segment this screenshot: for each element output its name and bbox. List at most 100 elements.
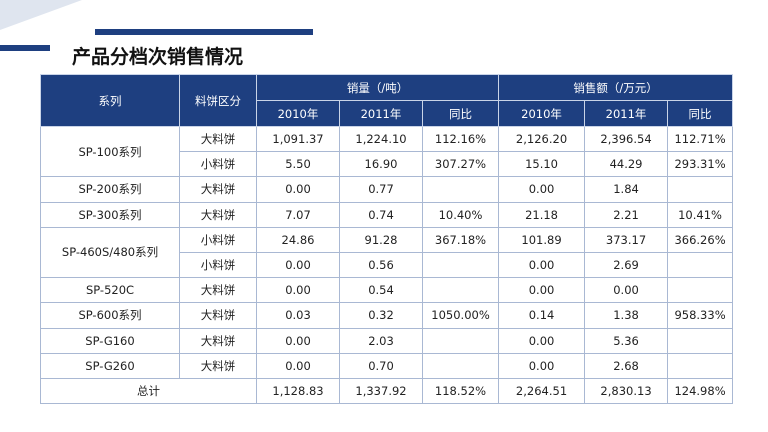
total-row: 总计 1,128.83 1,337.92 118.52% 2,264.51 2,… bbox=[40, 377, 734, 405]
table-row: SP-G160 大料饼 0.00 2.03 0.00 5.36 bbox=[40, 327, 734, 354]
category-cell: 大料饼 bbox=[179, 327, 257, 354]
volume-2010-cell: 0.00 bbox=[256, 251, 340, 279]
volume-yoy-cell bbox=[421, 277, 500, 304]
series-cell: SP-460S/480系列 bbox=[40, 226, 180, 279]
total-volume-yoy: 118.52% bbox=[421, 377, 500, 405]
header-volume-2011: 2011年 bbox=[339, 100, 423, 127]
amount-2011-cell: 2.21 bbox=[584, 201, 669, 228]
amount-2011-cell: 2,396.54 bbox=[584, 125, 669, 153]
header-series: 系列 bbox=[40, 74, 180, 127]
volume-yoy-cell: 367.18% bbox=[421, 226, 500, 253]
volume-2010-cell: 0.00 bbox=[256, 176, 340, 203]
category-cell: 大料饼 bbox=[179, 277, 257, 304]
corner-decoration bbox=[0, 0, 82, 30]
header-volume-group: 销量（/吨） bbox=[255, 74, 500, 101]
series-cell: SP-100系列 bbox=[40, 125, 180, 178]
category-cell: 大料饼 bbox=[179, 302, 257, 329]
amount-2011-cell: 373.17 bbox=[584, 226, 669, 253]
category-cell: 大料饼 bbox=[179, 176, 257, 203]
volume-yoy-cell bbox=[421, 251, 500, 279]
header-amount-group: 销售额（/万元） bbox=[498, 74, 734, 101]
amount-2010-cell: 0.14 bbox=[498, 302, 586, 329]
series-cell: SP-520C bbox=[40, 277, 180, 304]
volume-2010-cell: 7.07 bbox=[256, 201, 340, 228]
amount-2010-cell: 0.00 bbox=[498, 327, 586, 354]
total-amount-2011: 2,830.13 bbox=[584, 377, 669, 405]
amount-2011-cell: 1.38 bbox=[584, 302, 669, 329]
volume-2010-cell: 24.86 bbox=[256, 226, 340, 253]
amount-yoy-cell bbox=[667, 277, 734, 304]
total-amount-2010: 2,264.51 bbox=[498, 377, 586, 405]
volume-2010-cell: 0.00 bbox=[256, 277, 340, 304]
volume-2010-cell: 0.00 bbox=[256, 352, 340, 379]
accent-line-left bbox=[0, 45, 50, 51]
volume-yoy-cell bbox=[421, 327, 500, 354]
table-row: SP-G260 大料饼 0.00 0.70 0.00 2.68 bbox=[40, 352, 734, 379]
volume-2010-cell: 0.03 bbox=[256, 302, 340, 329]
volume-yoy-cell bbox=[421, 176, 500, 203]
volume-2011-cell: 0.32 bbox=[339, 302, 423, 329]
table-row: SP-460S/480系列 小料饼 24.86 91.28 367.18% 10… bbox=[40, 226, 734, 279]
amount-yoy-cell bbox=[667, 176, 734, 203]
volume-yoy-cell: 112.16% bbox=[421, 125, 500, 153]
amount-2011-cell: 5.36 bbox=[584, 327, 669, 354]
amount-yoy-cell: 958.33% bbox=[667, 302, 734, 329]
amount-yoy-cell: 10.41% bbox=[667, 201, 734, 228]
amount-2010-cell: 0.00 bbox=[498, 176, 586, 203]
series-cell: SP-600系列 bbox=[40, 302, 180, 329]
amount-2010-cell: 2,126.20 bbox=[498, 125, 586, 153]
table-row: 小料饼 5.50 16.90 307.27% 15.10 44.29 293.3… bbox=[41, 151, 734, 178]
amount-2010-cell: 21.18 bbox=[498, 201, 586, 228]
amount-2010-cell: 0.00 bbox=[498, 352, 586, 379]
amount-yoy-cell bbox=[667, 251, 734, 279]
amount-yoy-cell bbox=[667, 327, 734, 354]
amount-2011-cell: 1.84 bbox=[584, 176, 669, 203]
volume-2011-cell: 0.70 bbox=[339, 352, 423, 379]
volume-yoy-cell bbox=[421, 352, 500, 379]
volume-2011-cell: 1,224.10 bbox=[339, 125, 423, 153]
volume-2010-cell: 5.50 bbox=[256, 151, 340, 178]
table-row: SP-300系列 大料饼 7.07 0.74 10.40% 21.18 2.21… bbox=[40, 201, 734, 228]
sales-table: 系列 料饼区分 销量（/吨） 销售额（/万元） 2010年 2011年 同比 2… bbox=[40, 74, 734, 405]
header-category: 料饼区分 bbox=[179, 74, 257, 127]
amount-2010-cell: 15.10 bbox=[498, 151, 586, 178]
volume-2011-cell: 0.77 bbox=[339, 176, 423, 203]
category-cell: 小料饼 bbox=[179, 151, 257, 178]
series-cell: SP-300系列 bbox=[40, 201, 180, 228]
table-row: SP-200系列 大料饼 0.00 0.77 0.00 1.84 bbox=[40, 176, 734, 203]
total-volume-2010: 1,128.83 bbox=[256, 377, 340, 405]
category-cell: 大料饼 bbox=[179, 201, 257, 228]
table-row: SP-100系列 大料饼 1,091.37 1,224.10 112.16% 2… bbox=[40, 125, 734, 178]
amount-2010-cell: 101.89 bbox=[498, 226, 586, 253]
volume-2011-cell: 91.28 bbox=[339, 226, 423, 253]
header-amount-2011: 2011年 bbox=[584, 100, 669, 127]
header-volume-yoy: 同比 bbox=[421, 100, 500, 127]
volume-yoy-cell: 10.40% bbox=[421, 201, 500, 228]
accent-line-top bbox=[95, 29, 313, 35]
amount-2010-cell: 0.00 bbox=[498, 251, 586, 279]
table-row: SP-520C 大料饼 0.00 0.54 0.00 0.00 bbox=[40, 277, 734, 304]
amount-2010-cell: 0.00 bbox=[498, 277, 586, 304]
category-cell: 小料饼 bbox=[179, 251, 257, 279]
volume-2011-cell: 0.54 bbox=[339, 277, 423, 304]
table-row: SP-600系列 大料饼 0.03 0.32 1050.00% 0.14 1.3… bbox=[40, 302, 734, 329]
header-amount-2010: 2010年 bbox=[498, 100, 586, 127]
volume-yoy-cell: 1050.00% bbox=[421, 302, 500, 329]
amount-2011-cell: 44.29 bbox=[584, 151, 669, 178]
category-cell: 大料饼 bbox=[179, 125, 257, 153]
volume-2011-cell: 0.74 bbox=[339, 201, 423, 228]
amount-yoy-cell: 293.31% bbox=[667, 151, 734, 178]
volume-2010-cell: 0.00 bbox=[256, 327, 340, 354]
total-volume-2011: 1,337.92 bbox=[339, 377, 423, 405]
table-row: 小料饼 0.00 0.56 0.00 2.69 bbox=[41, 251, 734, 279]
total-amount-yoy: 124.98% bbox=[667, 377, 734, 405]
amount-yoy-cell: 112.71% bbox=[667, 125, 734, 153]
volume-2011-cell: 16.90 bbox=[339, 151, 423, 178]
header-volume-2010: 2010年 bbox=[256, 100, 340, 127]
total-label: 总计 bbox=[40, 377, 257, 405]
header-amount-yoy: 同比 bbox=[667, 100, 734, 127]
volume-2010-cell: 1,091.37 bbox=[256, 125, 340, 153]
amount-2011-cell: 2.69 bbox=[584, 251, 669, 279]
volume-2011-cell: 0.56 bbox=[339, 251, 423, 279]
category-cell: 小料饼 bbox=[179, 226, 257, 253]
